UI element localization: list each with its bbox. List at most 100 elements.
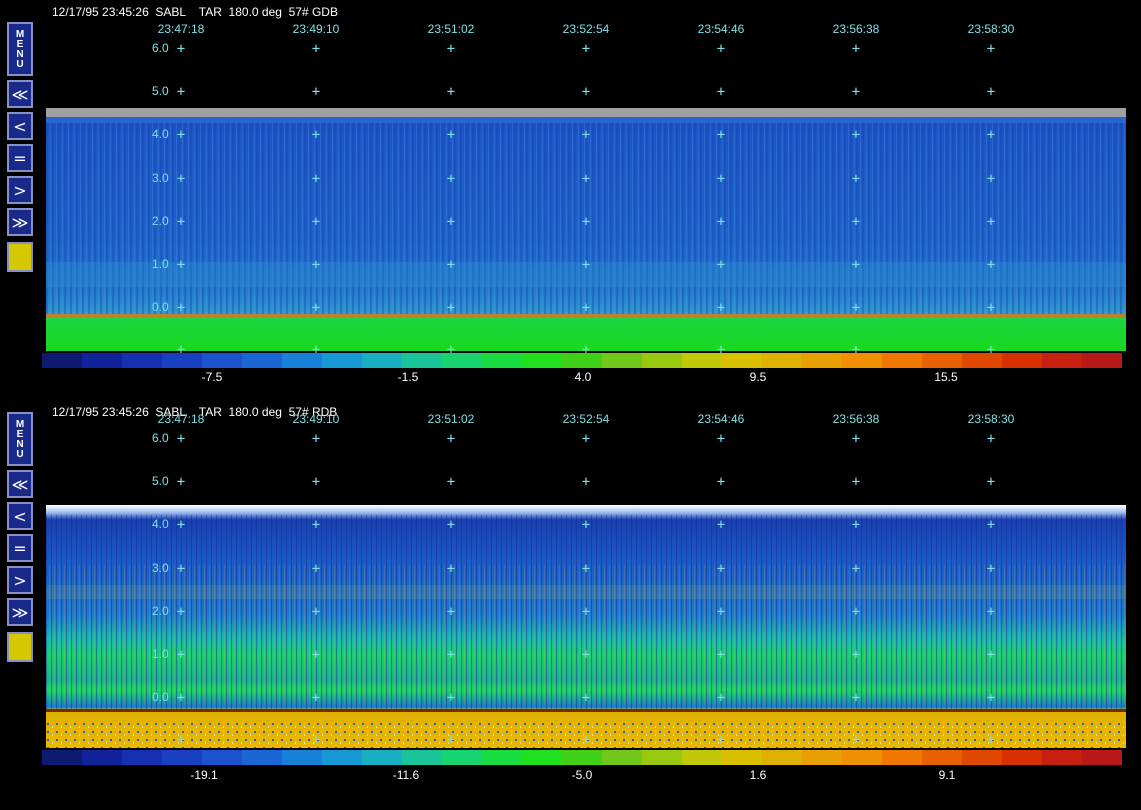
- time-label: 23:49:10: [292, 412, 340, 426]
- menu-button[interactable]: MENU: [7, 22, 33, 76]
- grid-plus-icon: +: [581, 41, 591, 57]
- color-swatch: [202, 750, 242, 765]
- grid-plus-icon: +: [311, 561, 321, 577]
- color-swatch: [522, 353, 562, 368]
- reflectivity-plot-gdb[interactable]: [46, 117, 1126, 351]
- color-swatch: [802, 353, 842, 368]
- colorbar-label: -1.5: [397, 370, 419, 384]
- grid-plus-icon: +: [446, 214, 456, 230]
- altitude-label: 2.0: [152, 214, 169, 228]
- grid-plus-icon: +: [446, 431, 456, 447]
- rewind-fast-button[interactable]: ≪: [7, 80, 33, 108]
- color-swatch: [562, 750, 602, 765]
- grid-plus-icon: +: [581, 127, 591, 143]
- grid-plus-icon: +: [176, 171, 186, 187]
- color-swatch: [1042, 750, 1082, 765]
- grid-plus-icon: +: [446, 517, 456, 533]
- altitude-label: 1.0: [152, 257, 169, 271]
- altitude-label: 5.0: [152, 84, 169, 98]
- equal-button[interactable]: =: [7, 144, 33, 172]
- rewind-button[interactable]: <: [7, 112, 33, 140]
- color-swatch: [922, 353, 962, 368]
- grid-plus-icon: +: [176, 474, 186, 490]
- double-right-chevron-icon: ≫: [11, 212, 29, 232]
- grid-plus-icon: +: [581, 431, 591, 447]
- time-label: 23:56:38: [832, 22, 880, 36]
- grid-plus-icon: +: [311, 127, 321, 143]
- grid-plus-icon: +: [311, 84, 321, 100]
- color-swatch: [1002, 353, 1042, 368]
- grid-plus-icon: +: [851, 732, 861, 748]
- grid-plus-icon: +: [581, 561, 591, 577]
- grid-plus-icon: +: [176, 214, 186, 230]
- altitude-label: 3.0: [152, 561, 169, 575]
- grid-plus-icon: +: [716, 604, 726, 620]
- grid-plus-icon: +: [716, 474, 726, 490]
- color-selector-button[interactable]: [7, 242, 33, 272]
- right-chevron-icon: >: [13, 180, 27, 200]
- grid-plus-icon: +: [446, 732, 456, 748]
- color-swatch: [42, 353, 82, 368]
- color-swatch: [482, 750, 522, 765]
- grid-plus-icon: +: [986, 171, 996, 187]
- rewind-button[interactable]: <: [7, 502, 33, 530]
- grid-plus-icon: +: [716, 517, 726, 533]
- forward-fast-button[interactable]: ≫: [7, 598, 33, 626]
- grid-plus-icon: +: [581, 647, 591, 663]
- grid-plus-icon: +: [986, 127, 996, 143]
- color-swatch: [882, 750, 922, 765]
- grid-plus-icon: +: [986, 342, 996, 358]
- colorbar-label: 9.1: [938, 768, 956, 782]
- grid-plus-icon: +: [311, 41, 321, 57]
- time-label: 23:54:46: [697, 22, 745, 36]
- grid-plus-icon: +: [176, 41, 186, 57]
- grid-plus-icon: +: [851, 517, 861, 533]
- color-swatch: [1082, 750, 1122, 765]
- grid-plus-icon: +: [446, 257, 456, 273]
- left-chevron-icon: <: [13, 116, 27, 136]
- colorbar-label: 9.5: [749, 370, 767, 384]
- color-swatch: [1042, 353, 1082, 368]
- forward-button[interactable]: >: [7, 566, 33, 594]
- grid-plus-icon: +: [851, 171, 861, 187]
- color-swatch: [42, 750, 82, 765]
- altitude-label: 1.0: [152, 647, 169, 661]
- equal-button[interactable]: =: [7, 534, 33, 562]
- rewind-fast-button[interactable]: ≪: [7, 470, 33, 498]
- grid-plus-icon: +: [716, 84, 726, 100]
- forward-button[interactable]: >: [7, 176, 33, 204]
- altitude-label: 0.0: [152, 690, 169, 704]
- grid-plus-icon: +: [176, 342, 186, 358]
- forward-fast-button[interactable]: ≫: [7, 208, 33, 236]
- grid-plus-icon: +: [851, 342, 861, 358]
- grid-plus-icon: +: [986, 561, 996, 577]
- grid-plus-icon: +: [581, 257, 591, 273]
- grid-plus-icon: +: [851, 257, 861, 273]
- equal-icon: =: [13, 538, 27, 558]
- grid-plus-icon: +: [986, 690, 996, 706]
- double-left-chevron-icon: ≪: [11, 474, 29, 494]
- color-selector-button[interactable]: [7, 632, 33, 662]
- reflectivity-plot-rdb[interactable]: [46, 505, 1126, 748]
- menu-button[interactable]: MENU: [7, 412, 33, 466]
- grid-plus-icon: +: [851, 127, 861, 143]
- double-left-chevron-icon: ≪: [11, 84, 29, 104]
- grid-plus-icon: +: [986, 84, 996, 100]
- double-right-chevron-icon: ≫: [11, 602, 29, 622]
- grid-plus-icon: +: [851, 41, 861, 57]
- grid-plus-icon: +: [716, 647, 726, 663]
- color-swatch: [602, 750, 642, 765]
- color-swatch: [242, 750, 282, 765]
- color-swatch: [682, 353, 722, 368]
- grid-plus-icon: +: [581, 342, 591, 358]
- color-swatch: [442, 353, 482, 368]
- grid-plus-icon: +: [581, 300, 591, 316]
- grid-plus-icon: +: [986, 647, 996, 663]
- grid-plus-icon: +: [851, 214, 861, 230]
- time-label: 23:51:02: [427, 412, 475, 426]
- grid-plus-icon: +: [581, 517, 591, 533]
- color-swatch: [642, 750, 682, 765]
- color-swatch: [562, 353, 602, 368]
- menu-button-label: MENU: [14, 29, 26, 69]
- grid-plus-icon: +: [311, 171, 321, 187]
